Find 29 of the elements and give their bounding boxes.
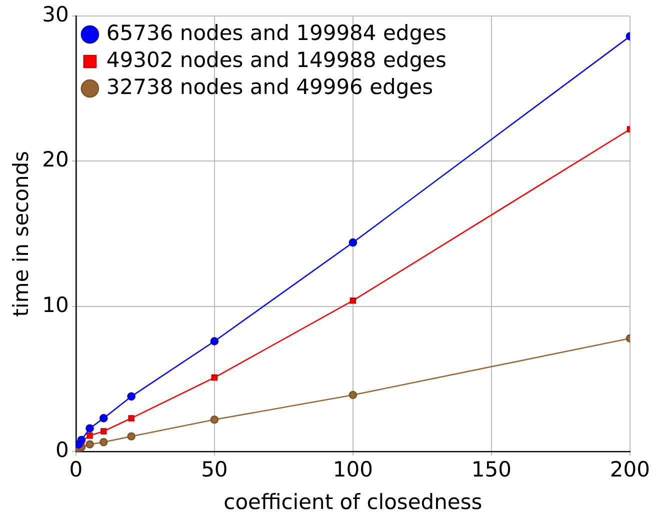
y-tick-label: 30 xyxy=(42,2,69,26)
y-tick-label: 10 xyxy=(42,292,69,317)
point xyxy=(100,428,107,434)
point xyxy=(210,337,219,346)
legend-label: 32738 nodes and 49996 edges xyxy=(106,74,434,99)
point xyxy=(99,414,108,422)
x-tick-label: 150 xyxy=(471,458,512,482)
point xyxy=(127,392,136,401)
point xyxy=(350,297,356,304)
legend-label: 49302 nodes and 149988 edges xyxy=(106,48,446,72)
x-tick-label: 100 xyxy=(332,458,373,482)
y-tick-label: 0 xyxy=(56,438,69,462)
x-tick-label: 200 xyxy=(610,458,650,482)
point xyxy=(211,374,218,381)
legend-label: 65736 nodes and 199984 edges xyxy=(106,20,446,45)
y-tick-label: 20 xyxy=(42,148,69,172)
point xyxy=(128,415,134,422)
point xyxy=(86,432,93,439)
point xyxy=(86,424,94,433)
point xyxy=(127,432,136,441)
y-axis-title: time in seconds xyxy=(9,150,34,317)
point xyxy=(99,438,108,446)
point xyxy=(348,238,358,247)
point xyxy=(86,440,94,448)
x-tick-label: 50 xyxy=(201,458,228,482)
point xyxy=(348,390,358,400)
x-axis-title: coefficient of closedness xyxy=(224,490,482,514)
point xyxy=(210,416,219,424)
point xyxy=(77,436,86,444)
